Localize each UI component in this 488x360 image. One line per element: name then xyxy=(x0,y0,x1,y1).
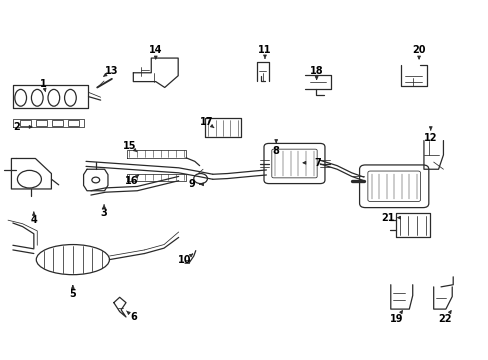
Ellipse shape xyxy=(15,89,26,106)
Text: 17: 17 xyxy=(199,117,213,127)
Bar xyxy=(52,120,63,126)
Ellipse shape xyxy=(48,89,60,106)
Text: 10: 10 xyxy=(178,255,191,265)
Text: 21: 21 xyxy=(381,213,394,222)
Text: 2: 2 xyxy=(13,122,20,132)
Text: 3: 3 xyxy=(101,208,107,218)
Ellipse shape xyxy=(31,89,43,106)
FancyBboxPatch shape xyxy=(359,165,428,208)
Ellipse shape xyxy=(64,89,76,106)
Text: 11: 11 xyxy=(258,45,271,55)
FancyBboxPatch shape xyxy=(264,143,325,184)
Text: 15: 15 xyxy=(123,141,136,151)
Text: 7: 7 xyxy=(314,158,320,168)
Text: 5: 5 xyxy=(69,289,76,299)
Text: 12: 12 xyxy=(423,133,437,143)
Text: 13: 13 xyxy=(105,66,119,76)
Text: 14: 14 xyxy=(149,45,162,55)
Ellipse shape xyxy=(36,244,109,275)
Text: 8: 8 xyxy=(272,145,279,156)
Bar xyxy=(36,120,47,126)
Text: 18: 18 xyxy=(309,66,323,76)
Circle shape xyxy=(193,174,207,184)
Text: 4: 4 xyxy=(30,215,37,225)
Text: 16: 16 xyxy=(124,176,138,186)
Text: 1: 1 xyxy=(40,79,47,89)
Text: 20: 20 xyxy=(411,45,425,55)
Text: 9: 9 xyxy=(188,179,195,189)
Bar xyxy=(68,120,79,126)
Text: 6: 6 xyxy=(130,312,137,322)
Bar xyxy=(20,120,31,126)
Text: 19: 19 xyxy=(389,314,403,324)
Text: 22: 22 xyxy=(438,314,451,324)
